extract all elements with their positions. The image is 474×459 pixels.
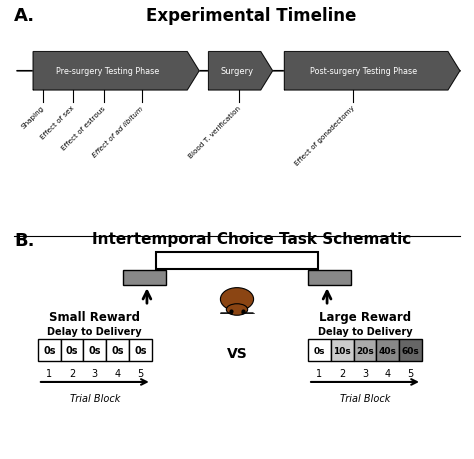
Text: 1: 1 bbox=[46, 368, 52, 378]
Text: 0s: 0s bbox=[43, 346, 55, 356]
Bar bbox=[123, 271, 166, 285]
Text: Trial Block: Trial Block bbox=[340, 393, 390, 403]
Bar bbox=[61, 340, 83, 362]
Text: 10s: 10s bbox=[333, 346, 351, 355]
Text: 3: 3 bbox=[92, 368, 98, 378]
Bar bbox=[106, 340, 129, 362]
Text: VS: VS bbox=[227, 346, 247, 360]
Text: Delay to Delivery: Delay to Delivery bbox=[318, 326, 412, 336]
Text: Effect of sex: Effect of sex bbox=[40, 105, 76, 141]
Text: 0s: 0s bbox=[66, 346, 78, 356]
Text: Effect of ad libitum: Effect of ad libitum bbox=[91, 105, 145, 158]
Text: B.: B. bbox=[14, 232, 35, 250]
Text: Blood T. verification: Blood T. verification bbox=[187, 105, 242, 159]
Text: Effect of estrous: Effect of estrous bbox=[61, 105, 107, 151]
Polygon shape bbox=[209, 52, 273, 91]
Text: Trial Block: Trial Block bbox=[70, 393, 120, 403]
Text: Shaping: Shaping bbox=[20, 105, 45, 130]
Text: 3: 3 bbox=[362, 368, 368, 378]
Text: Pre-surgery Testing Phase: Pre-surgery Testing Phase bbox=[56, 67, 159, 76]
Bar bbox=[331, 340, 354, 362]
Bar bbox=[38, 340, 61, 362]
Ellipse shape bbox=[227, 304, 247, 316]
Text: A.: A. bbox=[14, 7, 36, 25]
Text: Small Reward: Small Reward bbox=[49, 311, 140, 324]
Text: Delay to Delivery: Delay to Delivery bbox=[47, 326, 142, 336]
Bar bbox=[376, 340, 399, 362]
Bar bbox=[399, 340, 422, 362]
Bar bbox=[354, 340, 376, 362]
Text: 1: 1 bbox=[317, 368, 322, 378]
Text: 20s: 20s bbox=[356, 346, 374, 355]
Text: Effect of gonadectomy: Effect of gonadectomy bbox=[293, 105, 356, 167]
Text: 0s: 0s bbox=[111, 346, 124, 356]
Text: 5: 5 bbox=[137, 368, 144, 378]
Text: 60s: 60s bbox=[401, 346, 419, 355]
Text: 4: 4 bbox=[115, 368, 120, 378]
Bar bbox=[156, 252, 318, 269]
Text: 40s: 40s bbox=[379, 346, 397, 355]
Text: 0s: 0s bbox=[89, 346, 101, 356]
Bar bbox=[308, 340, 331, 362]
Text: 2: 2 bbox=[69, 368, 75, 378]
Text: Intertemporal Choice Task Schematic: Intertemporal Choice Task Schematic bbox=[91, 232, 411, 247]
Polygon shape bbox=[284, 52, 460, 91]
Text: 0s: 0s bbox=[134, 346, 146, 356]
Polygon shape bbox=[33, 52, 199, 91]
Bar bbox=[129, 340, 152, 362]
Text: 4: 4 bbox=[385, 368, 391, 378]
Text: Experimental Timeline: Experimental Timeline bbox=[146, 7, 356, 25]
Text: 2: 2 bbox=[339, 368, 346, 378]
Bar bbox=[308, 271, 351, 285]
Text: 5: 5 bbox=[407, 368, 414, 378]
Text: Large Reward: Large Reward bbox=[319, 311, 411, 324]
Text: Post-surgery Testing Phase: Post-surgery Testing Phase bbox=[310, 67, 417, 76]
Text: 0s: 0s bbox=[314, 346, 325, 355]
Bar bbox=[83, 340, 106, 362]
Text: Surgery: Surgery bbox=[221, 67, 254, 76]
Ellipse shape bbox=[220, 288, 254, 311]
